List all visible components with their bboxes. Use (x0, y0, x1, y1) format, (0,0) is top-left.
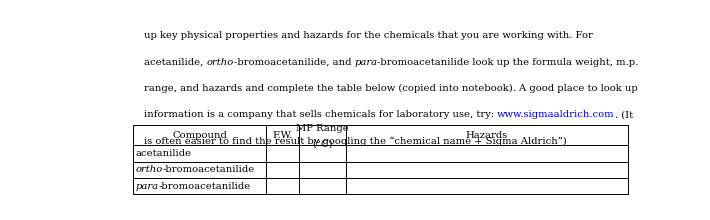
Text: information is a company that sells chemicals for laboratory use, try:: information is a company that sells chem… (143, 110, 497, 119)
Text: range, and hazards and complete the table below (copied into notebook). A good p: range, and hazards and complete the tabl… (143, 84, 638, 93)
Text: Compound: Compound (173, 131, 227, 139)
Text: ortho: ortho (207, 58, 234, 67)
Text: para: para (135, 182, 158, 191)
Text: acetanilide: acetanilide (135, 149, 192, 158)
Text: Hazards: Hazards (466, 131, 508, 139)
Text: up key physical properties and hazards for the chemicals that you are working wi: up key physical properties and hazards f… (143, 31, 593, 40)
Text: para: para (354, 58, 377, 67)
Text: www.sigmaaldrich.com: www.sigmaaldrich.com (497, 110, 615, 119)
Text: (°C): (°C) (312, 139, 332, 148)
Text: F.W.: F.W. (273, 131, 293, 139)
Text: ortho: ortho (135, 165, 163, 174)
Text: . (It: . (It (615, 110, 633, 119)
Text: acetanilide,: acetanilide, (143, 58, 207, 67)
Text: -bromoacetanilide, and: -bromoacetanilide, and (234, 58, 354, 67)
Text: -bromoacetanilide: -bromoacetanilide (163, 165, 255, 174)
Text: -bromoacetanilide: -bromoacetanilide (158, 182, 251, 191)
Text: MP Range: MP Range (296, 124, 349, 133)
Text: -bromoacetanilide look up the formula weight, m.p.: -bromoacetanilide look up the formula we… (377, 58, 638, 67)
Text: is often easier to find the result by googling the “chemical name + Sigma Aldric: is often easier to find the result by go… (143, 136, 567, 146)
